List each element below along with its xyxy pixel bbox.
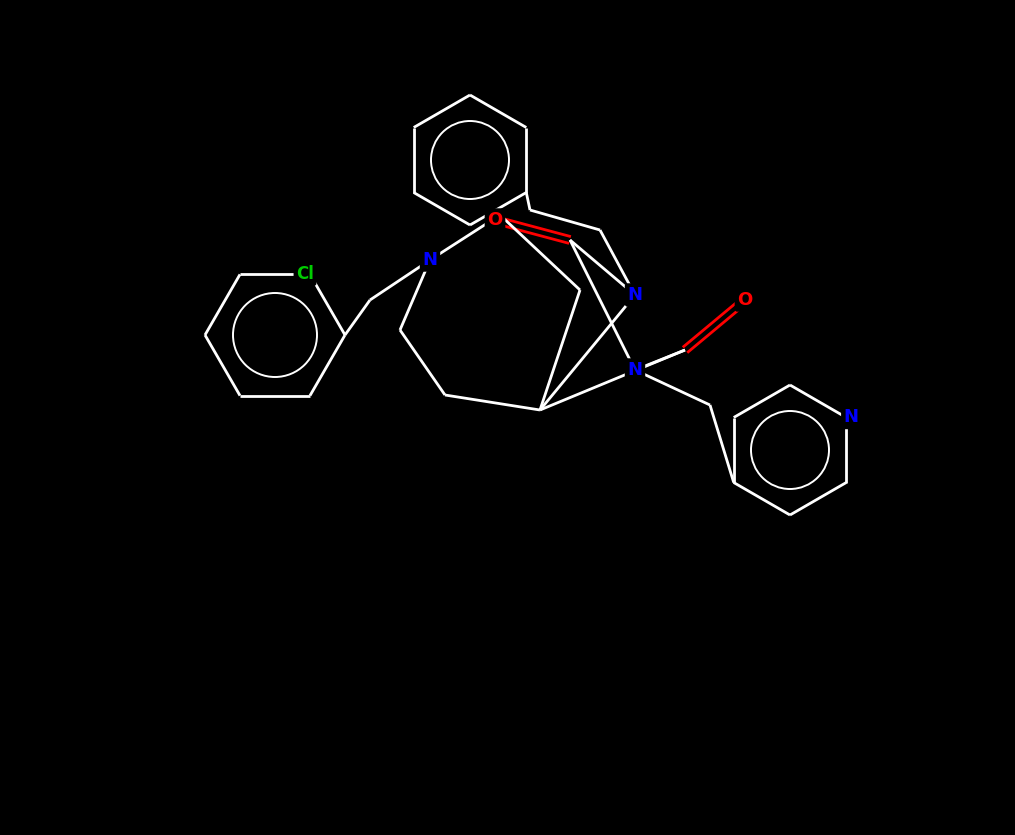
Text: Cl: Cl — [296, 266, 314, 283]
Text: N: N — [627, 361, 642, 379]
Text: O: O — [737, 291, 753, 309]
Text: N: N — [422, 251, 437, 269]
Text: O: O — [487, 211, 502, 229]
Text: N: N — [843, 408, 859, 427]
Text: N: N — [627, 286, 642, 304]
